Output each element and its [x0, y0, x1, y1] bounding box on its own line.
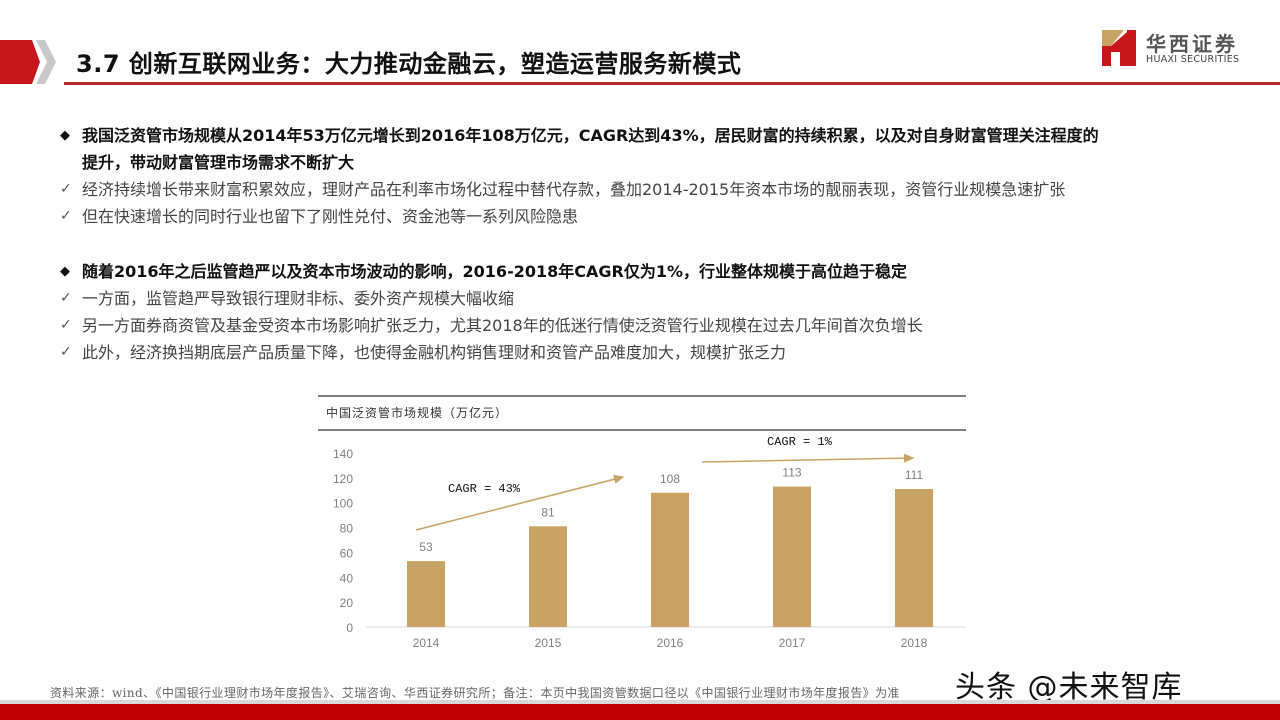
x-tick-label: 2014	[413, 636, 440, 650]
cagr-label-2: CAGR = 1%	[767, 435, 833, 449]
diamond-bullet-icon: ◆	[60, 264, 70, 279]
huaxi-logo-icon	[1102, 30, 1136, 66]
bullet-main-1-cont: 提升，带动财富管理市场需求不断扩大	[60, 149, 1260, 176]
y-tick-label: 140	[333, 447, 353, 461]
bullet-text: 随着2016年之后监管趋严以及资本市场波动的影响，2016-2018年CAGR仅…	[82, 262, 907, 281]
huaxi-logo: 华西证券 HUAXI SECURITIES	[1102, 28, 1272, 68]
header-red-tab	[0, 40, 40, 84]
cagr-arrow-flat	[701, 453, 915, 463]
cagr-arrow-up	[415, 474, 625, 531]
bullet-text: 一方面，监管趋严导致银行理财非标、委外资产规模大幅收缩	[82, 289, 515, 308]
chart-title: 中国泛资管市场规模（万亿元）	[326, 406, 509, 420]
watermark: 头条 @未来智库	[955, 670, 1183, 705]
x-tick-label: 2015	[535, 636, 562, 650]
data-label: 113	[782, 466, 801, 480]
market-size-chart: 中国泛资管市场规模（万亿元） 0 20 40 60 80 100 120 140 53 2014 8…	[318, 395, 966, 660]
bullet-text: 此外，经济换挡期底层产品质量下降，也使得金融机构销售理财和资管产品难度加大，规模…	[82, 343, 787, 362]
x-tick-label: 2017	[779, 636, 806, 650]
bullet-sub: ✓ 此外，经济换挡期底层产品质量下降，也使得金融机构销售理财和资管产品难度加大，…	[60, 339, 1260, 366]
bullet-text: 我国泛资管市场规模从2014年53万亿元增长到2016年108万亿元，CAGR达…	[82, 126, 1099, 145]
bullet-text: 但在快速增长的同时行业也留下了刚性兑付、资金池等一系列风险隐患	[82, 207, 579, 226]
y-tick-label: 80	[340, 522, 354, 536]
bullet-sub: ✓ 经济持续增长带来财富积累效应，理财产品在利率市场化过程中替代存款，叠加201…	[60, 176, 1260, 203]
bullet-sub: ✓ 但在快速增长的同时行业也留下了刚性兑付、资金池等一系列风险隐患	[60, 203, 1260, 230]
data-label: 111	[905, 468, 924, 482]
y-tick-label: 20	[340, 596, 354, 610]
logo-name-en: HUAXI SECURITIES	[1146, 54, 1240, 65]
bullet-list: ◆ 我国泛资管市场规模从2014年53万亿元增长到2016年108万亿元，CAG…	[60, 122, 1260, 366]
logo-name-cn: 华西证券	[1146, 32, 1238, 56]
checkmark-icon: ✓	[60, 344, 72, 360]
y-tick-label: 40	[340, 571, 354, 585]
bar-2014	[407, 561, 445, 627]
cagr-label-1: CAGR = 43%	[448, 482, 521, 496]
checkmark-icon: ✓	[60, 317, 72, 333]
bar-2015	[529, 526, 567, 627]
data-label: 81	[541, 505, 555, 519]
y-tick-label: 0	[346, 621, 353, 635]
diamond-bullet-icon: ◆	[60, 128, 70, 143]
bullet-text: 提升，带动财富管理市场需求不断扩大	[82, 153, 355, 172]
bar-2018	[895, 489, 933, 627]
y-tick-label: 100	[333, 497, 353, 511]
x-tick-label: 2016	[657, 636, 684, 650]
checkmark-icon: ✓	[60, 290, 72, 306]
chart-title-rule	[318, 429, 966, 431]
bullet-text: 经济持续增长带来财富积累效应，理财产品在利率市场化过程中替代存款，叠加2014-…	[82, 180, 1066, 199]
footer-grey-band	[0, 700, 1280, 704]
bar-2016	[651, 492, 689, 627]
bullet-main-2: ◆ 随着2016年之后监管趋严以及资本市场波动的影响，2016-2018年CAG…	[60, 258, 1260, 285]
title-underline	[64, 82, 1280, 85]
y-tick-label: 120	[333, 472, 353, 486]
data-label: 108	[660, 472, 680, 486]
chart-top-rule	[318, 395, 966, 397]
bar-chart: 0 20 40 60 80 100 120 140 53 2014 81 2015 108 2016 113…	[333, 435, 966, 650]
data-label: 53	[419, 540, 433, 554]
checkmark-icon: ✓	[60, 181, 72, 197]
y-tick-label: 60	[340, 546, 354, 560]
x-tick-label: 2018	[901, 636, 928, 650]
bullet-main-1: ◆ 我国泛资管市场规模从2014年53万亿元增长到2016年108万亿元，CAG…	[60, 122, 1260, 149]
bar-2017	[773, 486, 811, 627]
source-note: 资料来源：wind、《中国银行业理财市场年度报告》、艾瑞咨询、华西证券研究所；备…	[50, 686, 900, 700]
footer-red-band	[0, 704, 1280, 720]
bullet-sub: ✓ 一方面，监管趋严导致银行理财非标、委外资产规模大幅收缩	[60, 285, 1260, 312]
bullet-text: 另一方面券商资管及基金受资本市场影响扩张乏力，尤其2018年的低迷行情使泛资管行…	[82, 316, 923, 335]
bullet-sub: ✓ 另一方面券商资管及基金受资本市场影响扩张乏力，尤其2018年的低迷行情使泛资…	[60, 312, 1260, 339]
page-title: 3.7 创新互联网业务：大力推动金融云，塑造运营服务新模式	[76, 50, 742, 78]
checkmark-icon: ✓	[60, 208, 72, 224]
